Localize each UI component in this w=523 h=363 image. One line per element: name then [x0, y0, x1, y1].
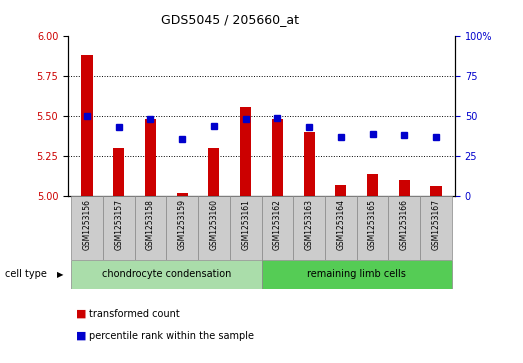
Bar — [420, 196, 452, 260]
Text: GSM1253162: GSM1253162 — [273, 199, 282, 250]
Bar — [335, 185, 346, 196]
Bar — [145, 119, 156, 196]
Bar — [198, 196, 230, 260]
Bar — [208, 148, 220, 196]
Bar — [303, 132, 315, 196]
Bar — [240, 107, 251, 196]
Text: GSM1253163: GSM1253163 — [304, 199, 314, 250]
Bar — [71, 196, 103, 260]
Bar — [389, 196, 420, 260]
Text: GSM1253156: GSM1253156 — [83, 199, 92, 250]
Bar — [82, 56, 93, 196]
Bar — [293, 196, 325, 260]
Bar — [262, 260, 452, 289]
Bar — [166, 196, 198, 260]
Text: ■: ■ — [76, 331, 86, 341]
Text: GSM1253161: GSM1253161 — [241, 199, 250, 250]
Bar — [272, 119, 283, 196]
Text: GSM1253164: GSM1253164 — [336, 199, 345, 250]
Text: ■: ■ — [76, 309, 86, 319]
Text: GSM1253158: GSM1253158 — [146, 199, 155, 250]
Text: percentile rank within the sample: percentile rank within the sample — [89, 331, 254, 341]
Bar — [230, 196, 262, 260]
Bar — [134, 196, 166, 260]
Bar — [103, 196, 134, 260]
Text: GSM1253165: GSM1253165 — [368, 199, 377, 250]
Bar — [71, 260, 262, 289]
Text: ▶: ▶ — [57, 270, 63, 278]
Bar — [399, 180, 410, 196]
Text: chondrocyte condensation: chondrocyte condensation — [101, 269, 231, 279]
Text: GSM1253159: GSM1253159 — [178, 199, 187, 250]
Bar — [357, 196, 389, 260]
Bar — [367, 174, 378, 196]
Text: remaining limb cells: remaining limb cells — [307, 269, 406, 279]
Text: transformed count: transformed count — [89, 309, 180, 319]
Bar — [430, 187, 441, 196]
Bar — [177, 193, 188, 196]
Text: GDS5045 / 205660_at: GDS5045 / 205660_at — [161, 13, 299, 26]
Bar — [113, 148, 124, 196]
Text: cell type: cell type — [5, 269, 47, 279]
Text: GSM1253166: GSM1253166 — [400, 199, 409, 250]
Text: GSM1253167: GSM1253167 — [431, 199, 440, 250]
Text: GSM1253157: GSM1253157 — [114, 199, 123, 250]
Bar — [262, 196, 293, 260]
Text: GSM1253160: GSM1253160 — [209, 199, 219, 250]
Bar — [325, 196, 357, 260]
